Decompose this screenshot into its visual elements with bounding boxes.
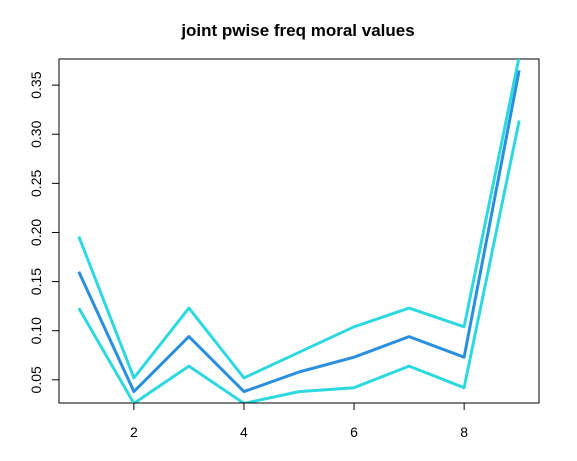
x-tick-label: 8 — [460, 424, 468, 440]
y-tick-label: 0.15 — [28, 268, 44, 295]
y-tick-label: 0.10 — [28, 317, 44, 344]
y-axis: 0.05 0.10 0.15 0.20 0.25 0.30 0.35 — [28, 71, 60, 393]
y-tick-label: 0.30 — [28, 120, 44, 147]
chart-title: joint pwise freq moral values — [180, 21, 414, 40]
series-line-3 — [77, 120, 521, 403]
y-tick-label: 0.35 — [28, 71, 44, 98]
series-line-1 — [77, 59, 521, 380]
y-tick-label: 0.20 — [28, 219, 44, 246]
series-group — [77, 59, 521, 403]
x-tick-label: 4 — [240, 424, 248, 440]
series-line-2 — [77, 70, 521, 394]
x-tick-label: 6 — [350, 424, 358, 440]
y-tick-label: 0.05 — [28, 366, 44, 393]
y-tick-label: 0.25 — [28, 170, 44, 197]
x-tick-label: 2 — [130, 424, 138, 440]
x-axis: 2 4 6 8 — [130, 402, 468, 440]
